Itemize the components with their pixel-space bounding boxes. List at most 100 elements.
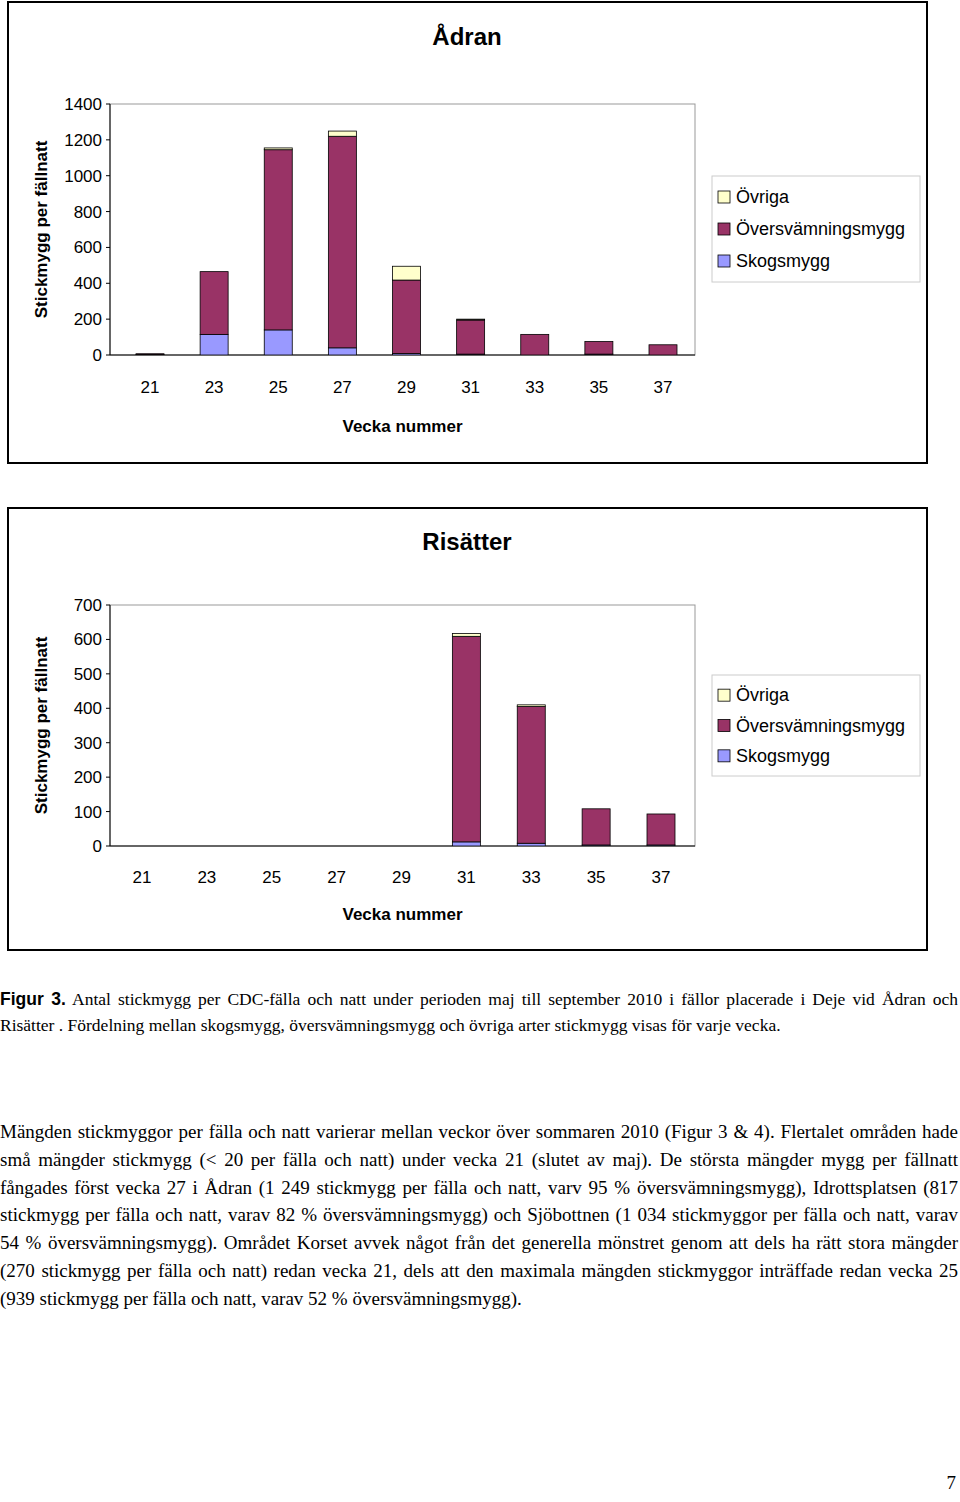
bar-segment	[649, 344, 677, 345]
y-axis	[110, 605, 111, 846]
y-tick-label: 1200	[64, 131, 102, 150]
legend-swatch	[718, 720, 730, 732]
caption: Figur 3. Antal stickmygg per CDC-fälla o…	[0, 986, 958, 1038]
charts: Ådran02004006008001000120014002123252729…	[0, 0, 960, 960]
x-tick-label: 33	[522, 868, 541, 887]
bar-segment	[647, 814, 675, 845]
y-tick	[106, 846, 110, 847]
legend-label: Övriga	[736, 187, 790, 207]
bar-segment	[200, 272, 228, 335]
x-tick-label: 37	[654, 378, 673, 397]
y-tick	[106, 811, 110, 812]
bar-segment	[585, 342, 613, 355]
chart: Ådran02004006008001000120014002123252729…	[8, 2, 927, 463]
x-tick-label: 23	[197, 868, 216, 887]
y-tick	[106, 742, 110, 743]
page-number: 7	[947, 1472, 957, 1494]
y-tick-label: 200	[74, 310, 102, 329]
bar-segment	[582, 808, 610, 809]
bar-segment	[328, 136, 356, 348]
y-tick	[106, 139, 110, 140]
y-tick	[106, 319, 110, 320]
x-tick-label: 25	[262, 868, 281, 887]
y-tick-label: 400	[74, 274, 102, 293]
bar-segment	[517, 705, 545, 707]
bar-segment	[457, 320, 485, 354]
x-axis-title: Vecka nummer	[342, 417, 462, 436]
x-tick-label: 31	[461, 378, 480, 397]
x-tick-label: 29	[392, 868, 411, 887]
legend-swatch	[718, 689, 730, 701]
y-tick-label: 1000	[64, 167, 102, 186]
y-tick-label: 0	[93, 837, 102, 856]
chart: Risätter01002003004005006007002123252729…	[8, 508, 927, 950]
bar-segment	[264, 148, 292, 150]
y-axis-title: Stickmygg per fällnatt	[32, 636, 51, 814]
bar-segment	[200, 271, 228, 272]
legend-label: Skogsmygg	[736, 746, 830, 766]
x-tick-label: 35	[589, 378, 608, 397]
x-tick-label: 21	[141, 378, 160, 397]
bar-segment	[393, 280, 421, 354]
bar-segment	[517, 843, 545, 846]
bar-segment	[328, 131, 356, 136]
y-tick-label: 700	[74, 596, 102, 615]
x-tick-label: 25	[269, 378, 288, 397]
legend-swatch	[718, 255, 730, 267]
bars	[136, 131, 677, 355]
paragraph: Mängden stickmyggor per fälla och natt v…	[0, 1118, 958, 1313]
legend-box	[712, 675, 920, 776]
y-tick-label: 600	[74, 630, 102, 649]
bar-segment	[457, 319, 485, 321]
x-axis	[110, 846, 695, 847]
y-tick-label: 1400	[64, 95, 102, 114]
x-tick-label: 31	[457, 868, 476, 887]
legend-box	[712, 176, 920, 282]
bar-segment	[136, 354, 164, 355]
title: Risätter	[422, 528, 511, 555]
x-tick-label: 23	[205, 378, 224, 397]
bars	[452, 634, 675, 846]
y-tick	[106, 777, 110, 778]
y-tick-label: 100	[74, 803, 102, 822]
plot-area	[110, 605, 695, 846]
bar-segment	[647, 813, 675, 814]
x-tick-label: 27	[333, 378, 352, 397]
y-tick-label: 200	[74, 768, 102, 787]
bar-segment	[452, 636, 480, 842]
bar-segment	[452, 842, 480, 846]
y-tick	[106, 673, 110, 674]
bar-segment	[649, 345, 677, 355]
bar-segment	[264, 150, 292, 330]
caption-label: Figur 3.	[0, 989, 66, 1009]
plot-area	[110, 104, 695, 355]
bar-segment	[582, 809, 610, 845]
bar-segment	[136, 353, 164, 355]
y-tick	[106, 283, 110, 284]
y-tick-label: 300	[74, 734, 102, 753]
x-tick-label: 29	[397, 378, 416, 397]
chart-frame	[8, 508, 927, 950]
chart-frame	[8, 2, 927, 463]
x-tick-label: 21	[133, 868, 152, 887]
legend-label: Övriga	[736, 685, 790, 705]
bar-segment	[393, 266, 421, 280]
legend-label: Översvämningsmygg	[736, 716, 905, 736]
bar-segment	[517, 707, 545, 844]
y-tick	[106, 355, 110, 356]
bar-segment	[136, 353, 164, 354]
legend-swatch	[718, 191, 730, 203]
bar-segment	[264, 330, 292, 355]
y-tick	[106, 708, 110, 709]
y-tick-label: 800	[74, 203, 102, 222]
y-tick	[106, 175, 110, 176]
bar-segment	[200, 334, 228, 355]
x-axis	[110, 355, 695, 356]
y-axis	[110, 104, 111, 355]
y-tick-label: 400	[74, 699, 102, 718]
bar-segment	[585, 341, 613, 342]
legend-label: Översvämningsmygg	[736, 219, 905, 239]
x-tick-label: 37	[652, 868, 671, 887]
x-tick-label: 35	[587, 868, 606, 887]
y-tick	[106, 104, 110, 105]
